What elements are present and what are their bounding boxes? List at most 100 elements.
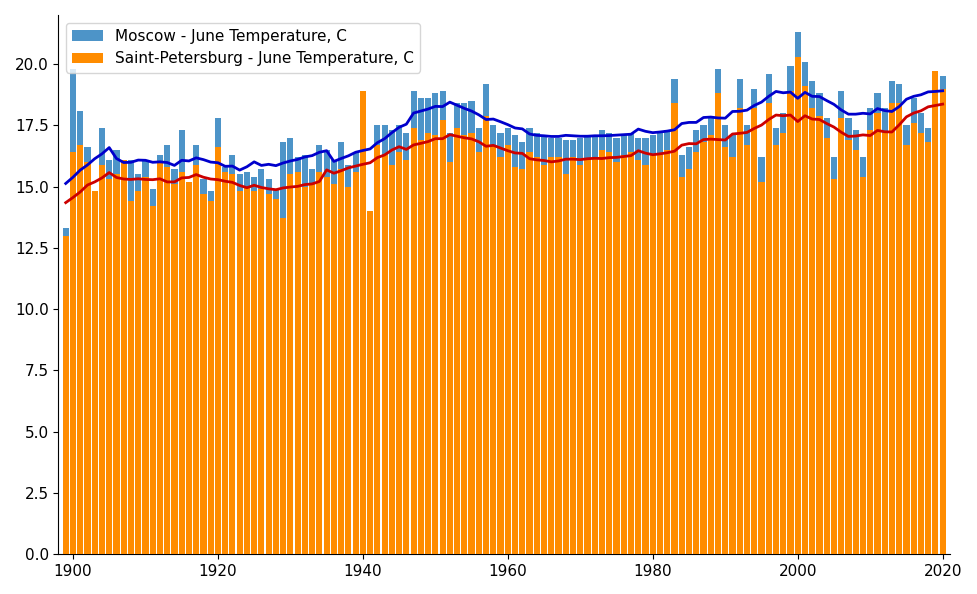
Bar <box>794 56 800 554</box>
Bar <box>598 150 605 554</box>
Bar <box>533 157 539 554</box>
Bar <box>323 177 329 554</box>
Bar <box>743 145 749 554</box>
Bar <box>867 108 872 554</box>
Bar <box>294 157 300 554</box>
Bar <box>808 81 815 554</box>
Bar <box>765 103 771 554</box>
Bar <box>714 93 720 554</box>
Bar <box>512 167 518 554</box>
Bar <box>700 143 705 554</box>
Bar <box>837 91 843 554</box>
Bar <box>606 152 612 554</box>
Bar <box>729 135 735 554</box>
Bar <box>671 103 677 554</box>
Bar <box>533 132 539 554</box>
Bar <box>222 172 228 554</box>
Bar <box>823 118 828 554</box>
Bar <box>330 184 337 554</box>
Bar <box>837 118 843 554</box>
Bar <box>439 91 446 554</box>
Bar <box>576 165 582 554</box>
Bar <box>576 138 582 554</box>
Bar <box>685 169 692 554</box>
Bar <box>598 130 605 554</box>
Bar <box>765 74 771 554</box>
Bar <box>352 152 359 554</box>
Bar <box>294 172 300 554</box>
Bar <box>548 138 554 554</box>
Bar <box>403 160 409 554</box>
Bar <box>830 179 836 554</box>
Bar <box>425 132 431 554</box>
Bar <box>468 101 474 554</box>
Bar <box>229 174 235 554</box>
Bar <box>780 113 786 554</box>
Bar <box>309 169 315 554</box>
Bar <box>888 103 894 554</box>
Bar <box>279 143 286 554</box>
Bar <box>562 174 569 554</box>
Bar <box>657 154 662 554</box>
Bar <box>620 154 626 554</box>
Bar <box>143 177 149 554</box>
Bar <box>555 157 561 554</box>
Bar <box>243 172 250 554</box>
Bar <box>548 157 554 554</box>
Bar <box>526 152 532 554</box>
Bar <box>916 113 923 554</box>
Bar <box>649 154 656 554</box>
Bar <box>99 128 105 554</box>
Bar <box>859 157 866 554</box>
Bar <box>120 172 127 554</box>
Bar <box>330 160 337 554</box>
Bar <box>801 62 807 554</box>
Bar <box>519 143 525 554</box>
Bar <box>243 187 250 554</box>
Bar <box>207 201 214 554</box>
Bar <box>794 32 800 554</box>
Bar <box>903 125 909 554</box>
Bar <box>106 179 112 554</box>
Bar <box>84 162 91 554</box>
Bar <box>63 236 68 554</box>
Bar <box>844 118 851 554</box>
Bar <box>374 145 380 554</box>
Bar <box>685 147 692 554</box>
Bar <box>483 84 488 554</box>
Bar <box>135 174 141 554</box>
Bar <box>808 108 815 554</box>
Bar <box>693 152 699 554</box>
Bar <box>374 125 380 554</box>
Bar <box>570 157 575 554</box>
Bar <box>135 191 141 554</box>
Bar <box>721 147 728 554</box>
Bar <box>92 191 98 554</box>
Bar <box>873 113 879 554</box>
Bar <box>526 128 532 554</box>
Bar <box>750 108 756 554</box>
Bar <box>251 177 257 554</box>
Bar <box>266 179 272 554</box>
Bar <box>844 140 851 554</box>
Bar <box>316 172 322 554</box>
Bar <box>714 69 720 554</box>
Bar <box>584 135 590 554</box>
Bar <box>591 135 597 554</box>
Bar <box>302 187 308 554</box>
Bar <box>519 169 525 554</box>
Bar <box>171 184 178 554</box>
Bar <box>149 206 155 554</box>
Bar <box>345 187 351 554</box>
Bar <box>772 145 779 554</box>
Bar <box>816 93 822 554</box>
Bar <box>939 76 945 554</box>
Bar <box>852 150 858 554</box>
Bar <box>179 130 185 554</box>
Bar <box>627 152 633 554</box>
Bar <box>475 152 482 554</box>
Bar <box>707 118 713 554</box>
Bar <box>266 194 272 554</box>
Bar <box>707 135 713 554</box>
Bar <box>823 138 828 554</box>
